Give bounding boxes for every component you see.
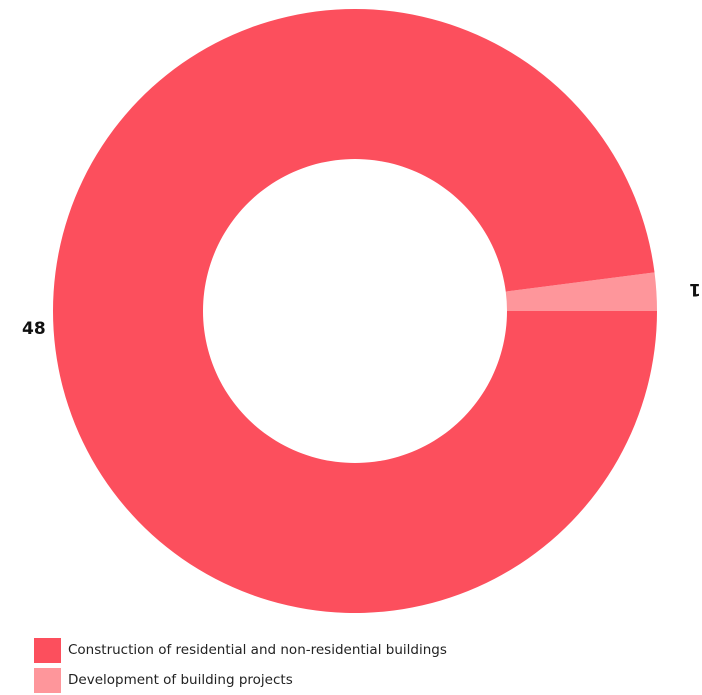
slice-development-of-building-projects[interactable] — [505, 272, 657, 311]
legend-label-construction: Construction of residential and non-resi… — [68, 642, 447, 658]
legend-item-construction[interactable]: Construction of residential and non-resi… — [34, 635, 447, 665]
legend-swatch-development — [34, 667, 61, 693]
donut-data-labels: 48 1 — [22, 279, 701, 339]
slice-construction-of-residential-and-non-residential-buildings[interactable] — [52, 8, 658, 613]
donut-slices — [52, 8, 658, 613]
data-label-construction-of-residential-and-non-residential-buildings: 48 — [22, 319, 46, 339]
legend: Construction of residential and non-resi… — [34, 635, 447, 695]
legend-swatch-construction — [34, 637, 61, 663]
data-label-development-of-building-projects: 1 — [689, 279, 701, 299]
legend-item-development[interactable]: Development of building projects — [34, 665, 447, 695]
legend-label-development: Development of building projects — [68, 672, 293, 688]
